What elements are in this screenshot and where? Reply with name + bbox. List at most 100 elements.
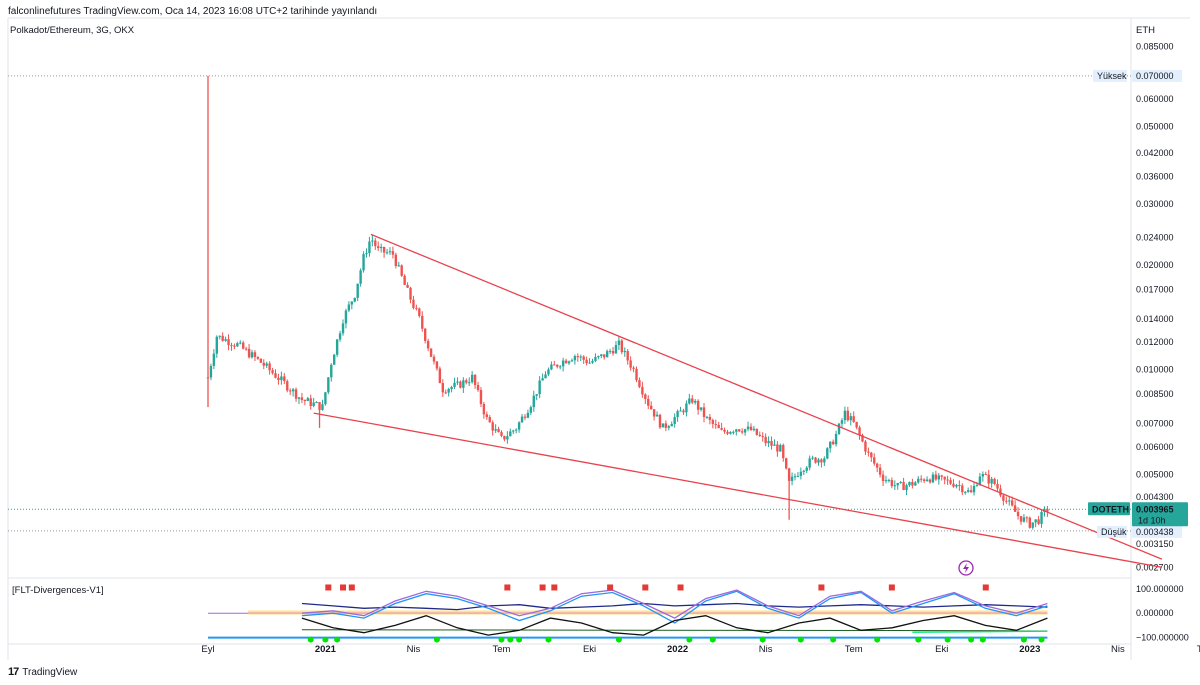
time-tick-label: 2021 <box>315 644 337 655</box>
candle-body <box>259 358 263 363</box>
time-tick-label: Tem <box>845 644 863 655</box>
osc-bullish-signal <box>1020 636 1027 643</box>
candle-body <box>324 392 327 405</box>
price-tick-label: 0.050000 <box>1136 122 1174 132</box>
candle-body <box>993 478 996 485</box>
time-tick-label: Nis <box>407 644 421 655</box>
candle-body <box>397 265 400 267</box>
candle-body <box>858 427 861 436</box>
candle-body <box>632 367 635 369</box>
candle-body <box>696 400 700 410</box>
osc-bearish-signal <box>325 584 332 591</box>
candle-body <box>236 343 239 347</box>
candle-body <box>667 426 670 428</box>
candle-body <box>230 345 233 347</box>
candle-body <box>468 382 471 384</box>
last-price-value: 0.003965 <box>1136 504 1174 514</box>
candle-body <box>1022 517 1026 522</box>
osc-bullish-signal <box>507 636 514 643</box>
candle-body <box>239 342 242 344</box>
candle-body <box>538 380 541 395</box>
osc-tick-label: −100.000000 <box>1136 633 1189 643</box>
candle-body <box>567 361 571 364</box>
candle-body <box>209 365 213 378</box>
candle-body <box>529 407 533 413</box>
indicator-name[interactable]: [FLT-Divergences-V1] <box>12 585 104 596</box>
candle-body <box>623 351 626 353</box>
candle-body <box>961 485 964 493</box>
candle-body <box>881 474 885 482</box>
candle-body <box>227 339 230 346</box>
lower-trendline <box>313 412 1162 568</box>
candle-body <box>294 389 298 399</box>
symbol-title[interactable]: Polkadot/Ethereum, 3G, OKX <box>10 25 135 36</box>
osc-support-line <box>301 629 1048 632</box>
candle-body <box>946 479 949 481</box>
candle-body <box>746 426 750 430</box>
candle-body <box>914 482 917 486</box>
candle-body <box>978 476 982 486</box>
osc-bullish-signal <box>797 636 804 643</box>
candle-body <box>350 301 354 305</box>
candle-body <box>805 467 808 471</box>
candle-body <box>605 351 609 358</box>
candle-body <box>253 352 257 357</box>
candle-body <box>244 348 248 350</box>
candle-body <box>371 240 374 242</box>
candle-body <box>300 397 304 401</box>
candle-body <box>717 424 720 429</box>
osc-bearish-signal <box>504 584 511 591</box>
osc-bearish-signal <box>642 584 649 591</box>
candle-body <box>958 484 961 486</box>
candle-body <box>485 414 489 418</box>
osc-bullish-signal <box>433 636 440 643</box>
candle-body <box>247 348 251 358</box>
candle-body <box>691 398 694 403</box>
candle-body <box>388 251 392 253</box>
candle-body <box>526 412 530 418</box>
candle-body <box>943 476 946 480</box>
candle-body <box>770 441 773 446</box>
candle-body <box>1010 500 1014 506</box>
price-tick-label: 0.006000 <box>1136 442 1174 452</box>
price-tick-label: 0.005000 <box>1136 469 1174 479</box>
candle-body <box>365 253 368 255</box>
candle-body <box>400 265 403 276</box>
osc-band-yellow <box>248 610 1048 615</box>
candle-body <box>911 481 914 486</box>
candle-body <box>582 356 585 360</box>
candle-body <box>271 370 274 374</box>
candle-body <box>412 299 415 308</box>
time-tick-label: Eyl <box>201 644 214 655</box>
candle-body <box>996 484 999 489</box>
candle-body <box>544 374 547 379</box>
candle-body <box>1002 495 1005 501</box>
candle-body <box>462 380 465 388</box>
time-tick-label: Nis <box>1111 644 1125 655</box>
candle-body <box>1008 500 1011 502</box>
candle-body <box>473 374 477 386</box>
candle-body <box>743 429 747 433</box>
candle-body <box>559 366 562 368</box>
candle-body <box>925 479 929 482</box>
price-tick-label: 0.004300 <box>1136 492 1174 502</box>
candle-body <box>482 404 486 415</box>
osc-series-line <box>301 615 1048 636</box>
candle-body <box>1005 500 1008 502</box>
candle-body <box>503 435 506 440</box>
candles <box>206 235 1049 530</box>
candle-body <box>494 429 497 431</box>
candle-body <box>215 336 219 354</box>
candle-body <box>327 377 330 393</box>
candle-body <box>699 407 703 410</box>
candle-body <box>652 409 656 417</box>
candle-body <box>999 488 1002 496</box>
candle-body <box>286 381 289 391</box>
candle-body <box>1025 517 1029 519</box>
candle-body <box>867 451 870 453</box>
candle-body <box>647 398 650 406</box>
osc-bearish-signal <box>340 584 347 591</box>
price-tick-label: 0.003150 <box>1136 539 1174 549</box>
candle-body <box>966 490 970 492</box>
